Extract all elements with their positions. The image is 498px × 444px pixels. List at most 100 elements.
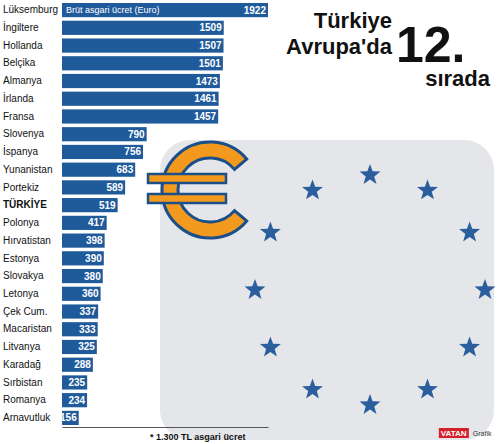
star <box>459 337 480 357</box>
bars <box>62 3 268 425</box>
euro-icon <box>148 174 226 183</box>
title-text: 12. <box>396 17 466 73</box>
data-label: 683 <box>117 164 134 175</box>
data-label: 790 <box>128 129 145 140</box>
bar <box>62 216 107 230</box>
footnote: * 1.300 TL asgari ücret <box>150 432 245 442</box>
bar <box>62 251 104 265</box>
bar <box>62 163 135 177</box>
tick: Yunanistan <box>3 164 53 175</box>
tick: Estonya <box>3 253 40 264</box>
tick: Polonya <box>3 217 40 228</box>
data-label: 589 <box>106 182 123 193</box>
star <box>302 379 323 399</box>
bar <box>62 127 147 141</box>
tick-label: Lüksemburg <box>3 4 58 15</box>
tick: Hollanda <box>3 40 43 51</box>
data-label: 360 <box>82 288 99 299</box>
tick-label: Litvanya <box>3 341 41 352</box>
title: TürkiyeAvrupa'da12.sırada <box>286 8 491 91</box>
tick-label: Karadağ <box>3 359 41 370</box>
data-label: 156 <box>60 412 77 423</box>
tick-label: Almanya <box>3 75 42 86</box>
star <box>260 337 281 357</box>
tick: TÜRKİYE <box>3 198 47 210</box>
tick: İrlanda <box>3 92 34 104</box>
data-label: 1509 <box>199 22 222 33</box>
tick: Lüksemburg <box>3 4 58 15</box>
star <box>459 222 480 242</box>
data-label: 390 <box>85 253 102 264</box>
euro-icon <box>162 142 247 238</box>
tick-label: Hollanda <box>3 40 43 51</box>
title-text: Avrupa'da <box>286 34 393 59</box>
bar <box>62 393 87 407</box>
bar <box>62 74 220 88</box>
tick: Arnavutluk <box>3 412 51 423</box>
axis-line <box>63 427 269 428</box>
bar <box>62 109 218 123</box>
data-label: 1501 <box>199 58 222 69</box>
tick-label: Yunanistan <box>3 164 53 175</box>
tick: İspanya <box>3 145 38 157</box>
tick: İngiltere <box>3 21 39 33</box>
tick-label: Romanya <box>3 394 46 405</box>
data-label: 333 <box>79 324 96 335</box>
star <box>360 394 381 414</box>
tick-label: İngiltere <box>3 21 39 33</box>
tick-label: Çek Cum. <box>3 306 47 317</box>
bar <box>62 375 87 389</box>
tick-label: Macaristan <box>3 323 52 334</box>
data-label: 1922 <box>244 5 267 16</box>
tick: Letonya <box>3 288 39 299</box>
bar <box>62 21 224 35</box>
source-box <box>439 428 469 438</box>
bar <box>62 145 143 159</box>
bar <box>62 358 93 372</box>
decoration <box>148 140 495 440</box>
bar <box>62 180 125 194</box>
tick: Litvanya <box>3 341 41 352</box>
star <box>475 279 496 299</box>
star <box>360 164 381 184</box>
tick: Slovakya <box>3 270 44 281</box>
data-label: 288 <box>74 359 91 370</box>
source-text: Grafik <box>473 430 492 437</box>
tick: Sırbistan <box>3 377 42 388</box>
bar <box>62 3 268 17</box>
tick-label: Estonya <box>3 253 40 264</box>
data-label: 234 <box>68 395 85 406</box>
bar <box>62 198 118 212</box>
tick-label: TÜRKİYE <box>3 198 47 210</box>
bar <box>62 56 223 70</box>
tick: Slovenya <box>3 128 45 139</box>
tick: Fransa <box>3 111 35 122</box>
tick: Macaristan <box>3 323 52 334</box>
title-text: sırada <box>425 66 491 91</box>
star <box>260 222 281 242</box>
star <box>417 379 438 399</box>
data-label: 398 <box>86 235 103 246</box>
tick: Çek Cum. <box>3 306 47 317</box>
bar <box>62 269 103 283</box>
tick-label: Arnavutluk <box>3 412 51 423</box>
tick: Hırvatistan <box>3 235 51 246</box>
chart: LüksemburgİngiltereHollandaBelçikaAlmany… <box>0 0 498 444</box>
star <box>302 179 323 199</box>
data-label: 337 <box>79 306 96 317</box>
source-text: VATAN <box>441 429 467 438</box>
bar <box>62 38 224 52</box>
tick: Portekiz <box>3 182 39 193</box>
y-axis: LüksemburgİngiltereHollandaBelçikaAlmany… <box>3 4 58 423</box>
data-label: 1461 <box>194 93 217 104</box>
data-labels: 1922150915071501147314611457790756683589… <box>60 5 266 424</box>
tick-label: Polonya <box>3 217 40 228</box>
tick: Karadağ <box>3 359 41 370</box>
bar <box>62 340 97 354</box>
tick-label: Portekiz <box>3 182 39 193</box>
data-label: 1473 <box>196 76 219 87</box>
data-label: 756 <box>124 146 141 157</box>
data-label: 417 <box>88 217 105 228</box>
bar <box>62 322 98 336</box>
tick-label: Slovenya <box>3 128 45 139</box>
